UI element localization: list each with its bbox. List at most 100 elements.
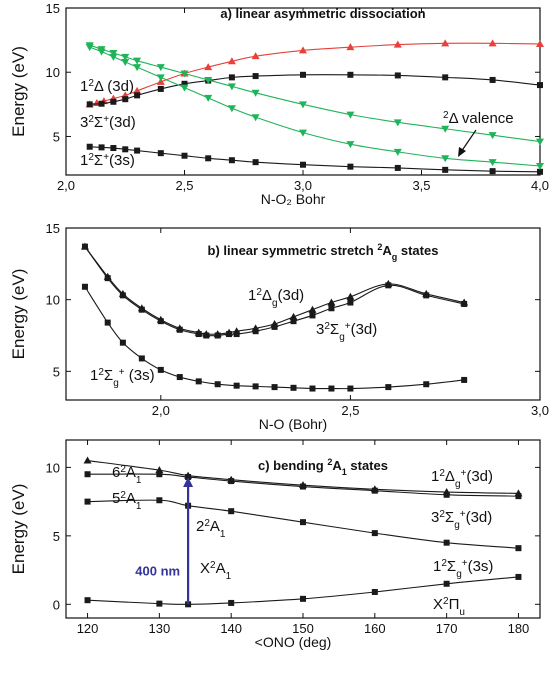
data-point bbox=[157, 150, 164, 157]
data-point bbox=[156, 497, 163, 504]
data-point bbox=[489, 76, 496, 83]
x-tick-label: 3,5 bbox=[412, 178, 430, 193]
data-point bbox=[423, 381, 430, 388]
data-point bbox=[328, 305, 335, 312]
arrow-label: 400 nm bbox=[135, 564, 180, 579]
series-3 bbox=[86, 143, 543, 175]
series-line bbox=[89, 146, 541, 173]
data-point bbox=[394, 72, 401, 79]
data-point bbox=[233, 382, 240, 389]
data-point bbox=[133, 57, 142, 65]
data-point bbox=[346, 111, 355, 119]
data-point bbox=[393, 40, 402, 48]
data-point bbox=[442, 74, 449, 81]
data-point bbox=[423, 292, 430, 299]
data-point bbox=[228, 74, 235, 81]
data-point bbox=[461, 300, 468, 307]
data-point bbox=[461, 376, 468, 383]
data-point bbox=[214, 332, 221, 339]
state-label: 12Σ+(3s) bbox=[80, 152, 135, 170]
panel-title: b) linear symmetric stretch 2Ag states bbox=[208, 242, 439, 262]
data-point bbox=[290, 318, 297, 325]
data-point bbox=[251, 89, 260, 97]
y-axis-label: Energy (eV) bbox=[9, 46, 28, 137]
data-point bbox=[121, 58, 130, 66]
y-tick-label: 5 bbox=[53, 529, 60, 544]
state-label: 12Δg(3d) bbox=[248, 287, 304, 309]
data-point bbox=[347, 299, 354, 306]
x-axis-label: N-O₂ Bohr bbox=[261, 191, 326, 207]
data-point bbox=[109, 49, 118, 57]
data-point bbox=[252, 328, 259, 335]
data-point bbox=[81, 283, 88, 290]
state-label: 62A1 bbox=[112, 464, 142, 486]
data-point bbox=[226, 331, 233, 338]
data-point bbox=[327, 298, 336, 306]
data-point bbox=[205, 155, 212, 162]
y-tick-label: 5 bbox=[53, 364, 60, 379]
state-label: 12Δ (3d) bbox=[80, 78, 134, 96]
data-point bbox=[228, 478, 235, 485]
data-point bbox=[515, 573, 522, 580]
data-point bbox=[443, 580, 450, 587]
data-point bbox=[180, 70, 189, 78]
x-tick-label: 2,0 bbox=[152, 403, 170, 418]
data-point bbox=[394, 164, 401, 171]
data-point bbox=[346, 141, 355, 149]
plot-frame bbox=[65, 227, 541, 401]
data-point bbox=[176, 326, 183, 333]
data-point bbox=[98, 100, 105, 107]
state-label: 32Σg+(3d) bbox=[316, 321, 377, 343]
data-point bbox=[441, 155, 450, 163]
data-point bbox=[204, 63, 213, 71]
panel-title: a) linear asymmetric dissociation bbox=[220, 6, 425, 21]
data-point bbox=[157, 85, 164, 92]
series-5 bbox=[85, 44, 544, 171]
data-point bbox=[157, 318, 164, 325]
data-point bbox=[83, 456, 92, 464]
data-point bbox=[214, 381, 221, 388]
y-tick-label: 5 bbox=[53, 129, 60, 144]
excitation-arrowhead bbox=[183, 476, 194, 487]
data-point bbox=[347, 385, 354, 392]
data-point bbox=[488, 159, 497, 167]
x-tick-label: 160 bbox=[364, 621, 386, 636]
data-point bbox=[227, 57, 236, 65]
data-point bbox=[251, 114, 260, 122]
data-point bbox=[300, 519, 306, 526]
data-point bbox=[537, 168, 543, 175]
x-axis-label: N-O (Bohr) bbox=[259, 416, 327, 432]
data-point bbox=[441, 125, 450, 133]
x-tick-label: 120 bbox=[77, 621, 99, 636]
data-point bbox=[109, 53, 118, 61]
data-point bbox=[252, 383, 259, 390]
data-point bbox=[537, 82, 543, 89]
state-label: 22A1 bbox=[196, 518, 226, 540]
data-point bbox=[228, 599, 235, 606]
data-point bbox=[515, 545, 522, 552]
data-point bbox=[121, 53, 130, 61]
data-point bbox=[309, 385, 316, 392]
state-label: 32Σg+(3d) bbox=[431, 509, 492, 531]
panels: 2,0 2,5 3,0 3,5 4,0 5 10 15 Energy (eV) N-O₂ Bohr… bbox=[9, 1, 549, 650]
chart-panel-2: 2,0 2,5 3,0 5 10 15 Energy (eV) N-O (Bohr) b) li… bbox=[9, 221, 549, 432]
state-label: X2Πu bbox=[433, 596, 465, 618]
data-point bbox=[299, 101, 307, 109]
data-point bbox=[441, 39, 450, 47]
data-point bbox=[156, 600, 163, 607]
data-point bbox=[133, 64, 142, 72]
series-2 bbox=[81, 243, 468, 339]
data-point bbox=[227, 83, 236, 91]
x-tick-label: 180 bbox=[508, 621, 530, 636]
data-point bbox=[119, 339, 126, 346]
y-tick-label: 15 bbox=[46, 221, 60, 236]
data-point bbox=[203, 332, 210, 339]
data-point bbox=[156, 471, 163, 478]
data-point bbox=[488, 132, 497, 140]
data-point bbox=[346, 292, 355, 300]
state-label: 12Σg+(3s) bbox=[433, 558, 493, 580]
data-point bbox=[104, 275, 111, 282]
data-point bbox=[371, 588, 378, 595]
